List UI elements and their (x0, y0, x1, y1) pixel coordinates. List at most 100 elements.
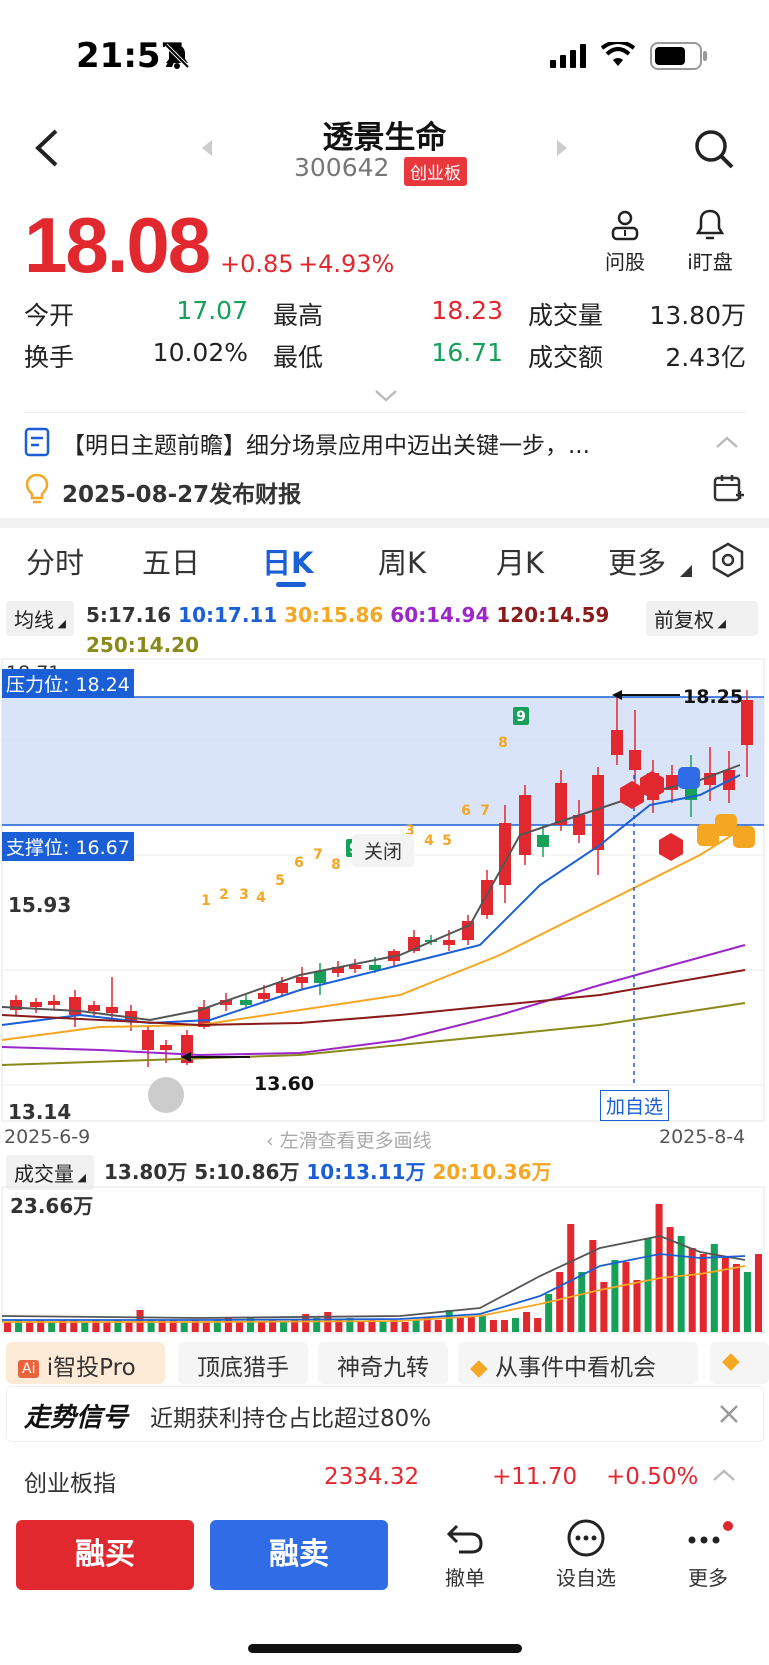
volume-ma10-line (2, 1253, 746, 1321)
volume-bar (699, 1254, 707, 1332)
nine-turn-badge (513, 707, 529, 725)
volume-selector[interactable]: 成交量 ◢ (6, 1155, 94, 1190)
prev-stock-icon[interactable] (200, 140, 214, 156)
calendar-add-icon[interactable] (712, 473, 744, 505)
candle-body (125, 1011, 137, 1021)
quote-value: 10.02% (152, 338, 248, 367)
strategy-event-opportunity[interactable]: ◆ 从事件中看机会 (458, 1342, 698, 1384)
add-watchlist-button[interactable]: 加自选 (600, 1090, 670, 1121)
volume-bar (622, 1262, 630, 1332)
volume-bar (567, 1224, 575, 1332)
lightbulb-icon (25, 473, 49, 504)
volume-selector-label: 成交量 (14, 1162, 74, 1186)
price-change: +0.85 (220, 250, 294, 278)
buy-signal-badge (620, 781, 644, 809)
margin-buy-button[interactable]: 融买 (16, 1520, 194, 1590)
volume-bar (213, 1320, 221, 1332)
volume-bar (335, 1320, 343, 1332)
back-arrow-icon[interactable] (32, 127, 62, 169)
news-headline[interactable]: 【明日主题前瞻】细分场景应用中迈出关键一步，... (62, 433, 590, 459)
candle-body (555, 783, 567, 825)
collapse-chevron-icon[interactable] (715, 435, 739, 449)
ma-selector[interactable]: 均线 ◢ (6, 601, 74, 636)
fuquan-selector[interactable]: 前复权 ◢ (646, 601, 758, 636)
volume-chart[interactable] (0, 1186, 769, 1334)
close-band-button[interactable]: 关闭 (352, 834, 415, 867)
volume-bar (291, 1320, 299, 1332)
strategy-more-diamond[interactable]: ◆ (710, 1342, 769, 1384)
board-badge: 创业板 (404, 157, 467, 186)
watch-monitor-button[interactable]: i盯盘 (680, 208, 740, 275)
strategy-top-bottom[interactable]: 顶底猎手 (178, 1342, 308, 1384)
volume-bar (721, 1256, 729, 1332)
stock-code: 300642 (294, 153, 390, 182)
swipe-left-icon: ‹ (266, 1130, 280, 1152)
ask-stock-button[interactable]: 问股 (600, 208, 650, 275)
volume-bar (677, 1236, 685, 1332)
volume-ma20: 20:10.36万 (432, 1160, 552, 1184)
expand-chevron-icon[interactable] (374, 389, 398, 403)
close-signal-icon[interactable] (718, 1403, 740, 1425)
watch-monitor-label: i盯盘 (687, 250, 733, 274)
nine-turn-number: 7 (480, 803, 490, 819)
nine-turn-number: 8 (498, 735, 508, 751)
buy-signal-badge (659, 833, 683, 861)
volume-bar (81, 1322, 89, 1332)
ma30-line (1, 826, 746, 1041)
strategy-magic-nine[interactable]: 神奇九转 (318, 1342, 448, 1384)
tab-five-day[interactable]: 五日 (142, 546, 201, 580)
tab-weekly-k[interactable]: 周K (378, 546, 427, 580)
tab-daily-k[interactable]: 日K (262, 546, 314, 580)
signal-card[interactable] (6, 1386, 764, 1442)
volume-bar (15, 1320, 23, 1332)
resistance-label: 压力位: 18.24 (2, 669, 134, 698)
ma250-value: 250:14.20 (86, 633, 200, 657)
search-icon[interactable] (693, 128, 735, 170)
nine-turn-number: 1 (201, 893, 211, 909)
candle-body (349, 965, 361, 969)
margin-sell-button[interactable]: 融卖 (210, 1520, 388, 1590)
nine-turn-number: 2 (219, 887, 229, 903)
more-menu-button[interactable]: 更多 (668, 1518, 748, 1591)
ma-values-row: 5:17.16 10:17.11 30:15.86 60:14.94 120:1… (86, 603, 609, 627)
candle-body (296, 977, 308, 983)
swipe-hint[interactable]: ‹ 左滑查看更多画线 (266, 1126, 432, 1153)
tab-minute[interactable]: 分时 (26, 546, 85, 580)
tab-monthly-k[interactable]: 月K (496, 546, 545, 580)
ai-badge-icon: Ai (18, 1359, 40, 1378)
more-dots-icon (688, 1521, 733, 1544)
high-mark-label: 18.25 (683, 686, 744, 708)
candle-body (198, 1007, 210, 1027)
settings-hex-icon[interactable] (710, 542, 746, 578)
tab-more[interactable]: 更多 (608, 546, 667, 580)
volume-current: 13.80万 (104, 1160, 188, 1184)
strategy-izhitou-pro[interactable]: Ai i智投Pro (6, 1342, 165, 1384)
candle-body (88, 1005, 100, 1011)
volume-bar (280, 1322, 288, 1332)
nine-turn-number: 7 (313, 847, 323, 863)
quote-value: 17.07 (176, 296, 248, 325)
kline-chart[interactable]: 123456789123456789 (0, 655, 769, 1125)
y-axis-mid: 15.93 (8, 893, 72, 917)
volume-bar (191, 1320, 199, 1332)
candle-body (69, 997, 81, 1015)
index-name[interactable]: 创业板指 (24, 1471, 116, 1497)
quote-label: 成交额 (528, 343, 604, 372)
volume-bar (743, 1272, 751, 1332)
diamond-icon: ◆ (470, 1355, 488, 1381)
set-watchlist-button[interactable]: 设自选 (546, 1518, 626, 1591)
index-collapse-icon[interactable] (712, 1468, 736, 1482)
active-tab-indicator (276, 582, 306, 587)
candle-body (499, 823, 511, 885)
date-end: 2025-8-4 (659, 1126, 746, 1148)
volume-bar (644, 1238, 652, 1332)
sell-signal-badge (678, 767, 700, 789)
candle-body (160, 1045, 172, 1050)
volume-bar (478, 1316, 486, 1332)
volume-bar (125, 1322, 133, 1332)
cancel-order-button[interactable]: 撤单 (425, 1518, 505, 1591)
signal-text: 近期获利持仓占比超过80% (150, 1406, 432, 1432)
volume-bar (4, 1322, 12, 1332)
next-stock-icon[interactable] (555, 140, 569, 156)
nine-turn-number: 4 (256, 890, 266, 906)
